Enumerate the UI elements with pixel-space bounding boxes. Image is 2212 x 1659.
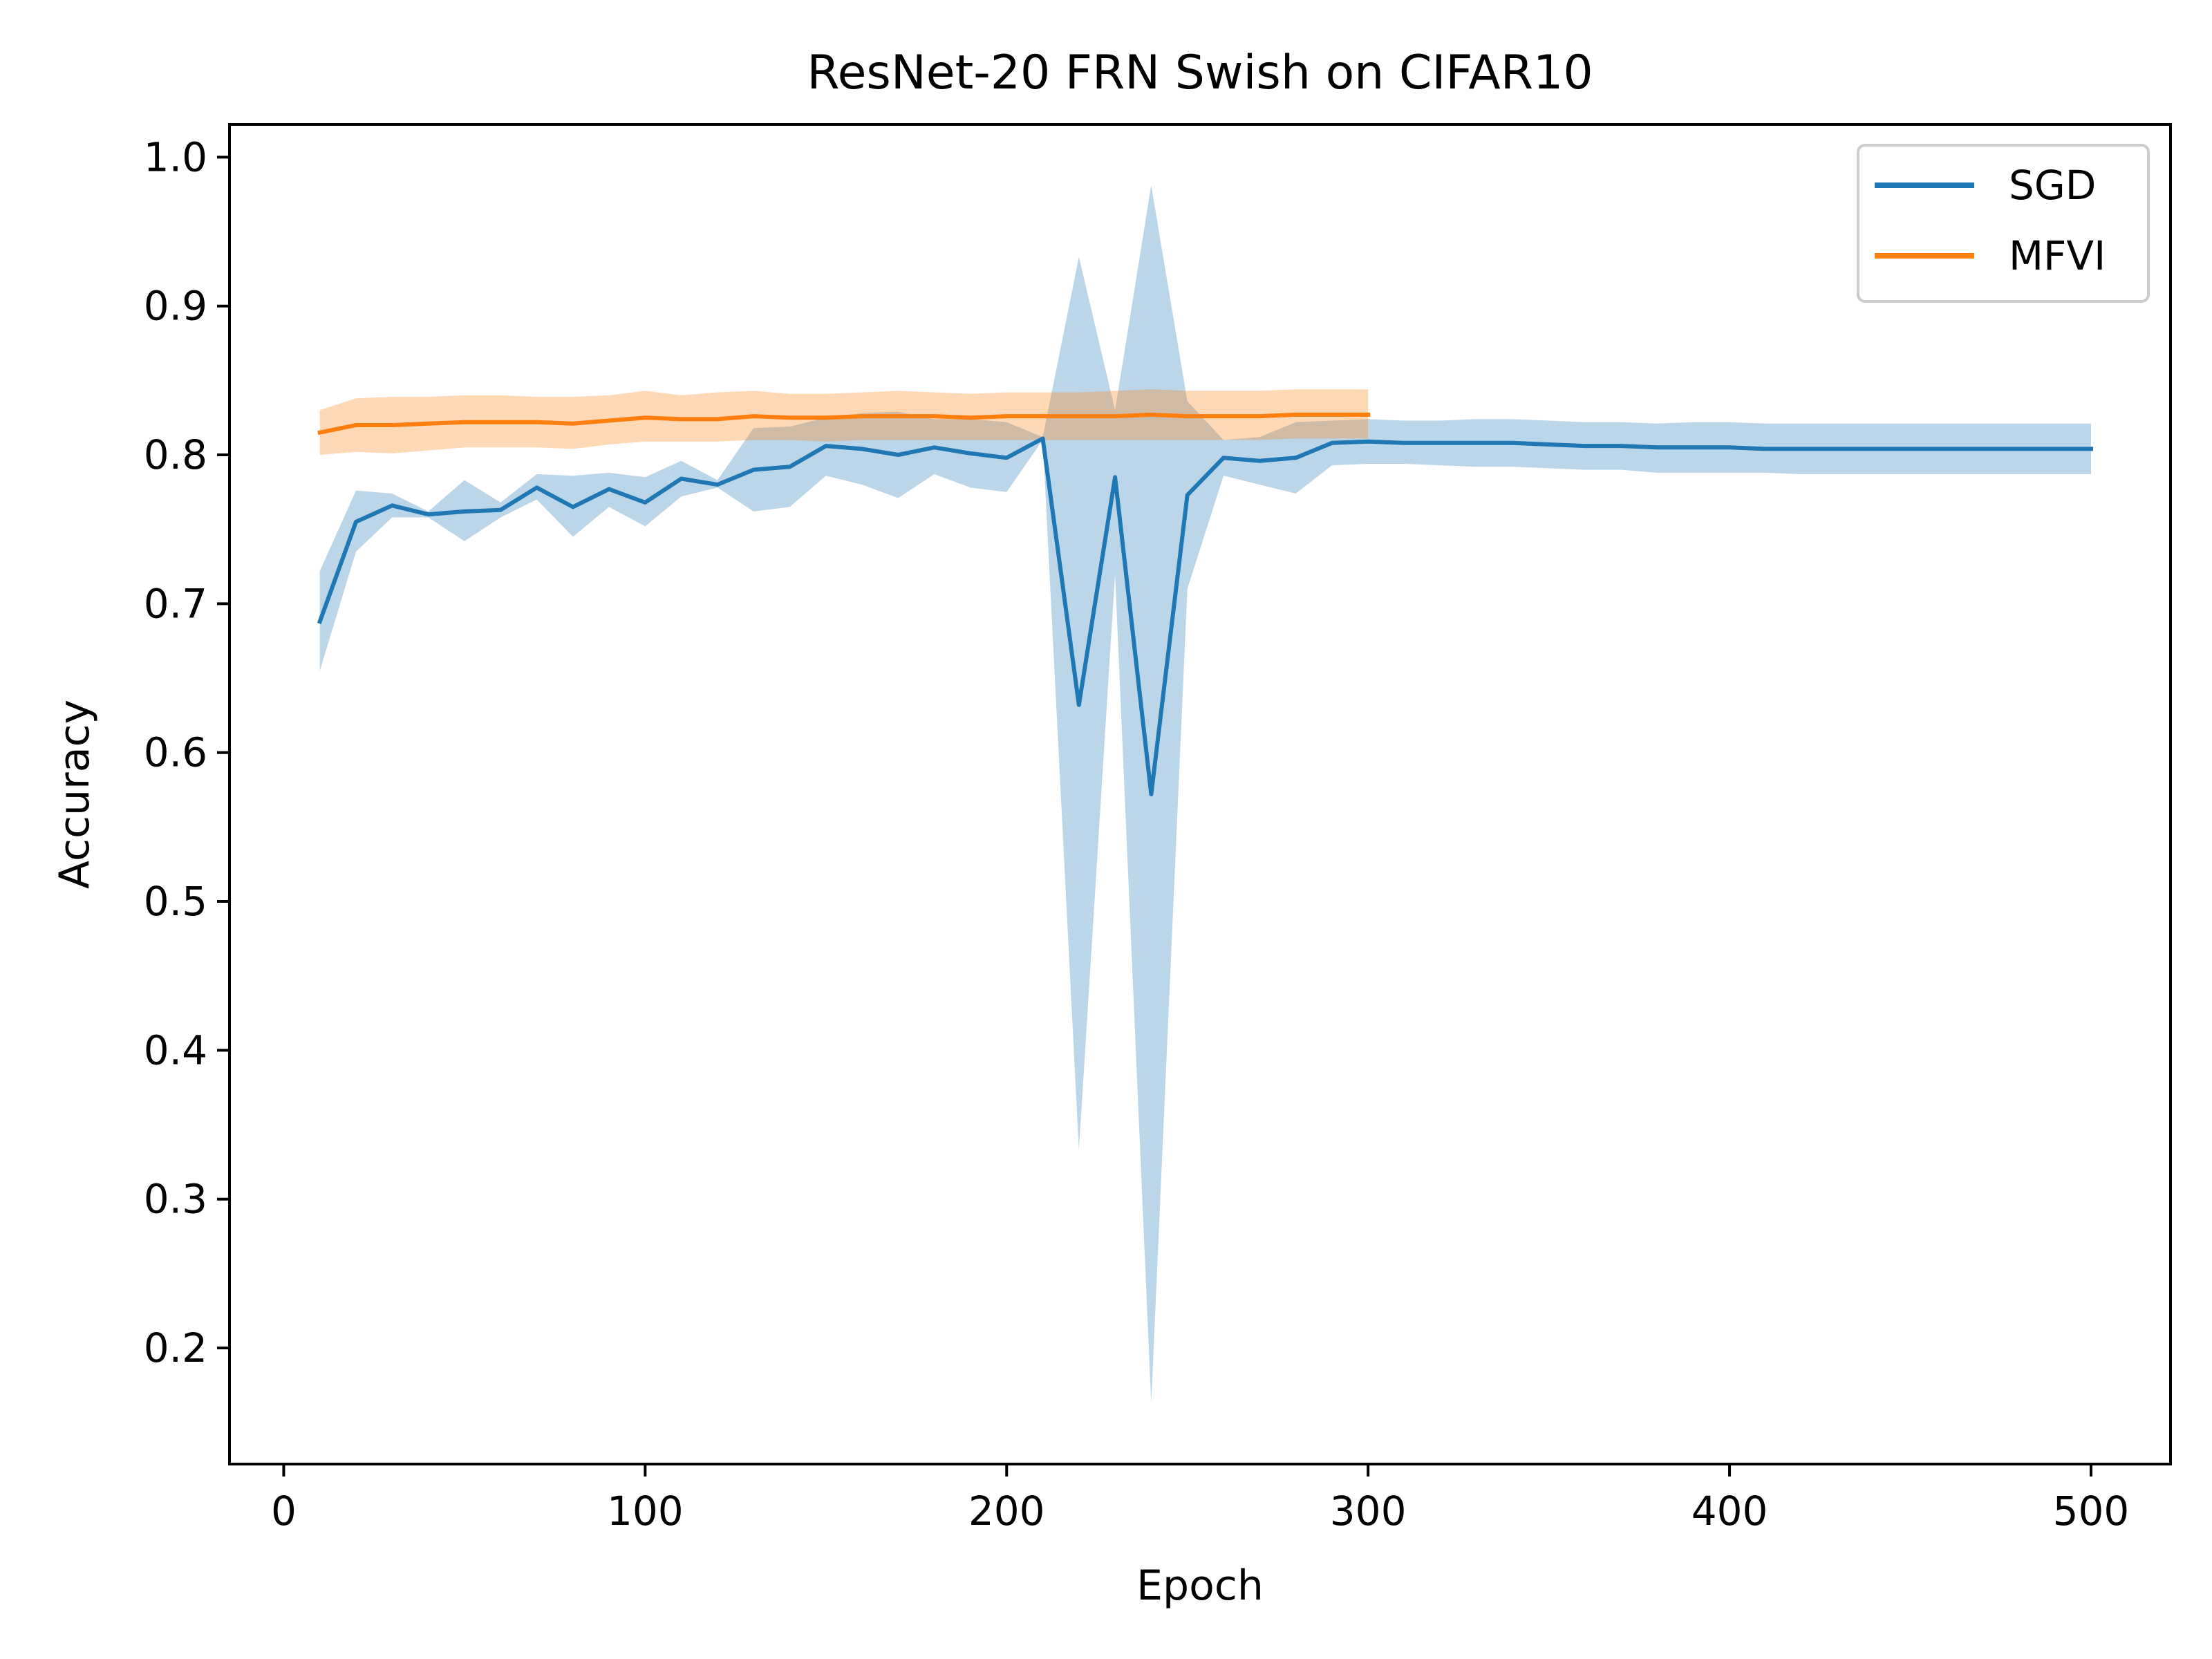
series-lines: [317, 412, 2093, 796]
y-axis: 0.2 0.3 0.4 0.5 0.6 0.7 0.8 0.9 1.0: [144, 133, 229, 1371]
chart-title: ResNet-20 FRN Swish on CIFAR10: [807, 46, 1593, 100]
y-tick-label: 1.0: [144, 133, 207, 180]
y-tick-label: 0.7: [144, 580, 207, 627]
line-sgd: [317, 436, 2093, 796]
y-tick-label: 0.3: [144, 1176, 207, 1223]
band-sgd: [319, 185, 2092, 1403]
x-tick-label: 0: [271, 1488, 297, 1535]
x-tick-label: 500: [2053, 1488, 2130, 1535]
legend-label-sgd: SGD: [2009, 162, 2096, 209]
line-mfvi: [317, 412, 1371, 435]
legend: SGD MFVI: [1857, 144, 2150, 303]
legend-label-mfvi: MFVI: [2009, 232, 2106, 279]
y-tick-label: 0.6: [144, 729, 207, 776]
x-tick-label: 300: [1330, 1488, 1407, 1535]
y-tick-label: 0.8: [144, 431, 207, 478]
x-tick-label: 100: [607, 1488, 684, 1535]
y-axis-label: Accuracy: [50, 700, 99, 889]
x-tick-label: 200: [968, 1488, 1045, 1535]
y-tick-label: 0.5: [144, 878, 207, 925]
confidence-bands: [319, 185, 2092, 1403]
y-tick-label: 0.9: [144, 283, 207, 330]
y-tick-label: 0.2: [144, 1324, 207, 1371]
x-axis-label: Epoch: [1136, 1562, 1264, 1610]
band-mfvi: [319, 389, 1369, 455]
x-tick-label: 400: [1691, 1488, 1768, 1535]
plot-frame: [228, 123, 2172, 1465]
y-tick-label: 0.4: [144, 1027, 207, 1074]
x-axis: 0 100 200 300 400 500: [271, 1464, 2129, 1535]
